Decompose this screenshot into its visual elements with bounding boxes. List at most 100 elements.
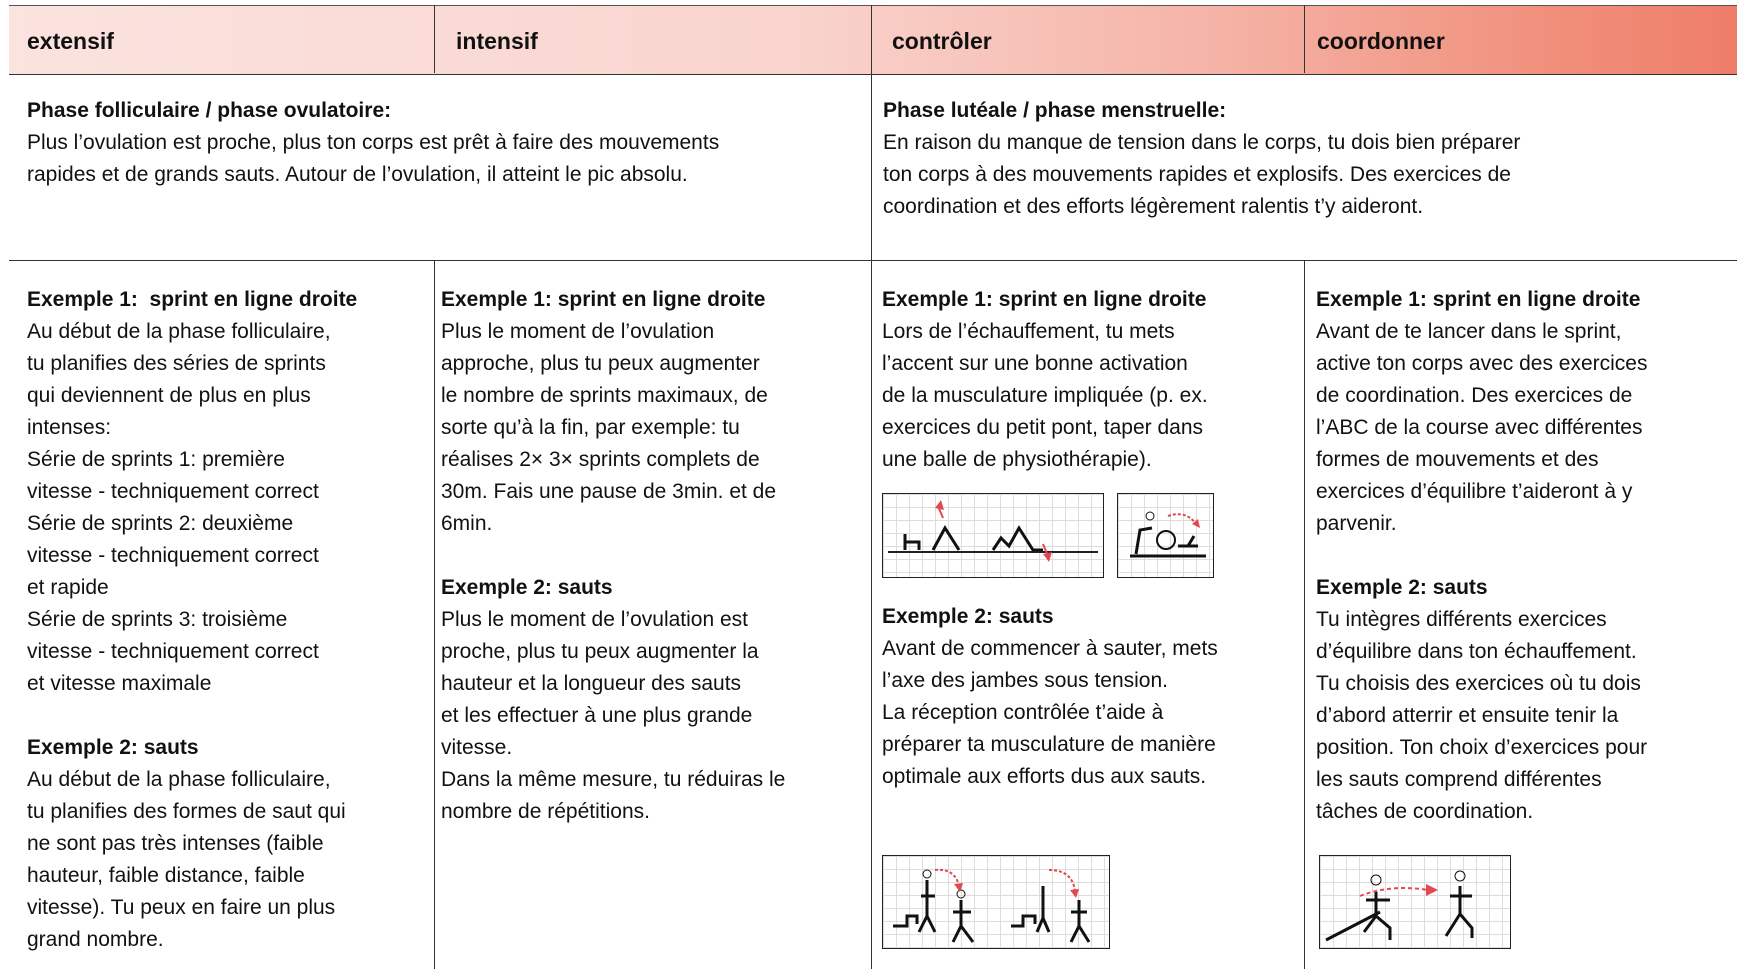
example-line: d’équilibre dans ton échauffement. xyxy=(1316,640,1637,663)
example-line: tu planifies des séries de sprints xyxy=(27,352,326,375)
sketch xyxy=(882,855,1110,949)
example-block: Exemple 1: sprint en ligne droite Au débu… xyxy=(27,284,357,700)
divider xyxy=(1304,5,1305,73)
example-line: Plus le moment de l’ovulation xyxy=(441,320,715,343)
example-line: Plus le moment de l’ovulation est xyxy=(441,608,748,631)
example-line: parvenir. xyxy=(1316,512,1397,535)
header-row: extensif intensif contrôler coordonner xyxy=(9,5,1737,75)
example-line: tâches de coordination. xyxy=(1316,800,1534,823)
example-line: Série de sprints 3: troisième xyxy=(27,608,288,631)
phase-line: En raison du manque de tension dans le c… xyxy=(883,131,1521,154)
header-cell: extensif xyxy=(27,28,114,54)
phase-line: ton corps à des mouvements rapides et ex… xyxy=(883,163,1511,186)
header-cell: intensif xyxy=(456,28,538,54)
example-line: le nombre de sprints maximaux, de xyxy=(441,384,768,407)
phase-line: rapides et de grands sauts. Autour de l’… xyxy=(27,163,688,186)
example-heading: Exemple 2: sauts xyxy=(441,576,613,599)
example-line: 6min. xyxy=(441,512,493,535)
example-line: sorte qu’à la fin, par exemple: tu xyxy=(441,416,740,439)
phase-cell: Phase folliculaire / phase ovulatoire: Pl… xyxy=(27,95,719,191)
example-block: Exemple 1: sprint en ligne droite Lors de… xyxy=(882,284,1218,476)
example-block: Exemple 2: sauts Tu intègres différents e… xyxy=(1316,572,1648,828)
example-block: Exemple 1: sprint en ligne droite Avant d… xyxy=(1316,284,1648,540)
sketch-drawing xyxy=(893,868,1091,943)
example-line: vitesse. xyxy=(441,736,513,759)
example-line: et vitesse maximale xyxy=(27,672,212,695)
example-line: et les effectuer à une plus grande xyxy=(441,704,753,727)
sketch-drawing xyxy=(888,500,1098,562)
phase-line: coordination et des efforts légèrement r… xyxy=(883,195,1424,218)
example-heading: Exemple 1: sprint en ligne droite xyxy=(882,288,1207,311)
example-line: Au début de la phase folliculaire, xyxy=(27,320,331,343)
example-heading: Exemple 2: sauts xyxy=(882,605,1054,628)
example-line: préparer ta musculature de manière xyxy=(882,733,1216,756)
example-line: vitesse - techniquement correct xyxy=(27,544,319,567)
example-line: formes de mouvements et des xyxy=(1316,448,1599,471)
example-line: Série de sprints 2: deuxième xyxy=(27,512,294,535)
example-line: vitesse - techniquement correct xyxy=(27,480,319,503)
phase-line: Plus l’ovulation est proche, plus ton co… xyxy=(27,131,720,154)
example-line: Lors de l’échauffement, tu mets xyxy=(882,320,1175,343)
example-heading: Exemple 2: sauts xyxy=(27,736,199,759)
divider xyxy=(9,260,1737,261)
example-line: ne sont pas très intenses (faible xyxy=(27,832,324,855)
example-line: optimale aux efforts dus aux sauts. xyxy=(882,765,1207,788)
divider xyxy=(1304,260,1305,969)
example-block: Exemple 2: sauts Au début de la phase fol… xyxy=(27,732,357,956)
example-line: les sauts comprend différentes xyxy=(1316,768,1602,791)
example-line: qui deviennent de plus en plus xyxy=(27,384,311,407)
example-line: exercices d’équilibre t’aideront à y xyxy=(1316,480,1633,503)
sketch-drawing xyxy=(1325,870,1474,942)
example-line: exercices du petit pont, taper dans xyxy=(882,416,1204,439)
divider xyxy=(434,260,435,969)
example-line: grand nombre. xyxy=(27,928,164,951)
example-block: Exemple 1: sprint en ligne droite Plus le… xyxy=(441,284,785,540)
example-line: nombre de répétitions. xyxy=(441,800,650,823)
example-line: Avant de commencer à sauter, mets xyxy=(882,637,1218,660)
example-line: proche, plus tu peux augmenter la xyxy=(441,640,759,663)
phase-title: Phase lutéale / phase menstruelle: xyxy=(883,99,1227,122)
example-line: approche, plus tu peux augmenter xyxy=(441,352,760,375)
example-line: active ton corps avec des exercices xyxy=(1316,352,1648,375)
example-line: l’axe des jambes sous tension. xyxy=(882,669,1168,692)
phase-cell: Phase lutéale / phase menstruelle: En rai… xyxy=(883,95,1520,223)
divider xyxy=(434,5,435,73)
example-line: La réception contrôlée t’aide à xyxy=(882,701,1164,724)
example-heading: Exemple 1: sprint en ligne droite xyxy=(27,288,358,311)
example-line: vitesse - techniquement correct xyxy=(27,640,319,663)
example-line: de coordination. Des exercices de xyxy=(1316,384,1633,407)
example-line: position. Ton choix d’exercices pour xyxy=(1316,736,1648,759)
example-column: Exemple 1: sprint en ligne droite Au débu… xyxy=(27,284,357,956)
example-line: Série de sprints 1: première xyxy=(27,448,285,471)
example-line: Avant de te lancer dans le sprint, xyxy=(1316,320,1622,343)
example-line: Dans la même mesure, tu réduiras le xyxy=(441,768,786,791)
example-heading: Exemple 1: sprint en ligne droite xyxy=(1316,288,1641,311)
example-line: réalises 2× 3× sprints complets de xyxy=(441,448,760,471)
header-cell: coordonner xyxy=(1317,28,1445,54)
example-heading: Exemple 1: sprint en ligne droite xyxy=(441,288,766,311)
example-line: Au début de la phase folliculaire, xyxy=(27,768,331,791)
example-line: hauteur et la longueur des sauts xyxy=(441,672,742,695)
sketch xyxy=(882,493,1104,578)
example-line: de la musculature impliquée (p. ex. xyxy=(882,384,1208,407)
example-line: intenses: xyxy=(27,416,112,439)
header-cell: contrôler xyxy=(892,28,992,54)
example-block: Exemple 2: sauts Avant de commencer à sau… xyxy=(882,601,1218,793)
example-line: l’ABC de la course avec différentes xyxy=(1316,416,1643,439)
example-line: et rapide xyxy=(27,576,109,599)
example-line: 30m. Fais une pause de 3min. et de xyxy=(441,480,777,503)
example-line: Tu intègres différents exercices xyxy=(1316,608,1607,631)
example-line: Tu choisis des exercices où tu dois xyxy=(1316,672,1641,695)
example-line: hauteur, faible distance, faible xyxy=(27,864,305,887)
example-block: Exemple 2: sauts Plus le moment de l’ovul… xyxy=(441,572,785,828)
example-line: une balle de physiothérapie). xyxy=(882,448,1152,471)
example-line: tu planifies des formes de saut qui xyxy=(27,800,346,823)
example-line: l’accent sur une bonne activation xyxy=(882,352,1188,375)
sketch xyxy=(1319,855,1511,949)
example-column: Exemple 1: sprint en ligne droite Lors de… xyxy=(882,284,1218,793)
sketch xyxy=(1117,493,1214,578)
example-column: Exemple 1: sprint en ligne droite Plus le… xyxy=(441,284,785,828)
phase-title: Phase folliculaire / phase ovulatoire: xyxy=(27,99,392,122)
example-heading: Exemple 2: sauts xyxy=(1316,576,1488,599)
